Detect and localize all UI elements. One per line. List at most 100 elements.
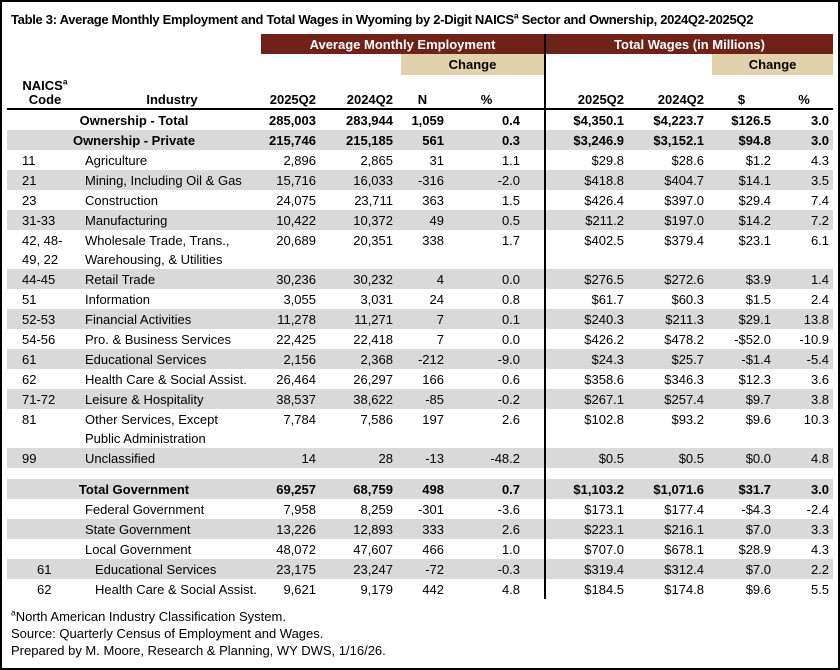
cell-wage-change-pct: 13.8 xyxy=(803,312,830,327)
column-header-emp-2025q2: 2025Q2 xyxy=(261,75,326,110)
cell-emp-2024q2: 28 xyxy=(378,451,393,466)
cell-emp-2025q2: 7,958 xyxy=(283,502,316,517)
table-row: 99 Unclassified 14 28 -13 -48.2 $0.5 $0.5 $0.0 4.… xyxy=(7,448,834,468)
cell-emp-2024q2: 23,711 xyxy=(354,193,393,208)
cell-emp-change-pct: -3.6 xyxy=(497,502,521,517)
cell-wage-2025q2: $29.8 xyxy=(544,150,633,170)
cell-industry: Other Services, Except Public Administra… xyxy=(85,412,218,446)
cell-naics-code: 51 xyxy=(22,292,37,307)
cell-emp-change-pct: 1.0 xyxy=(501,542,521,557)
cell-emp-2025q2: 10,422 xyxy=(276,213,316,228)
cell-wage-change-pct: 4.8 xyxy=(810,451,830,466)
cell-wage-change-dollar: $28.9 xyxy=(738,542,772,557)
table-row: 62 Health Care & Social Assist. 26,464 26,2… xyxy=(7,369,833,389)
cell-wage-change-pct: -5.4 xyxy=(806,352,830,367)
cell-wage-change-pct: 2.2 xyxy=(810,562,830,577)
column-header-emp-change-pct: % xyxy=(453,75,546,110)
cell-wage-change-dollar: $7.0 xyxy=(745,522,772,537)
cell-naics-code: 42, 48- 49, 22 xyxy=(22,233,63,267)
cell-emp-change-n: 333 xyxy=(422,522,444,537)
cell-emp-2024q2: 68,759 xyxy=(353,482,393,497)
cell-naics-code xyxy=(7,499,83,519)
cell-emp-2024q2: 2,368 xyxy=(360,352,393,367)
cell-wage-change-pct: -2.4 xyxy=(806,502,830,517)
cell-naics-code: 54-56 xyxy=(22,332,56,347)
cell-naics-code: 21 xyxy=(22,173,37,188)
change-blank-1 xyxy=(7,54,261,75)
cell-wage-change-pct: 10.3 xyxy=(803,412,830,427)
cell-emp-change-n: 24 xyxy=(429,292,444,307)
footnote-superscript: a xyxy=(11,607,16,618)
cell-wage-2024q2: $25.7 xyxy=(671,352,705,367)
cell-emp-2025q2: 2,896 xyxy=(283,153,316,168)
cell-naics-code xyxy=(7,468,83,479)
cell-emp-change-n: 7 xyxy=(436,312,444,327)
cell-wage-2024q2: $211.3 xyxy=(665,312,705,327)
cell-emp-2025q2: 13,226 xyxy=(276,522,316,537)
table-row: 81 Other Services, Except Public Administ… xyxy=(7,409,833,448)
cell-emp-change-n: 166 xyxy=(422,372,444,387)
cell-wage-2024q2: $216.1 xyxy=(664,522,705,537)
cell-wage-2024q2: $478.2 xyxy=(664,332,705,347)
column-header-industry: Industry xyxy=(83,75,261,110)
cell-wage-change-dollar: $1.2 xyxy=(745,153,772,168)
cell-industry: Wholesale Trade, Trans., Warehousing, & … xyxy=(85,233,230,267)
cell-wage-2025q2: $276.5 xyxy=(544,269,633,289)
cell-wage-2025q2: $426.4 xyxy=(544,190,633,210)
cell-emp-change-pct: 1.7 xyxy=(501,233,521,248)
column-header-wage-change-pct: % xyxy=(779,75,834,110)
cell-naics-code: 11 xyxy=(22,153,36,168)
cell-emp-change-n: 1,059 xyxy=(411,113,444,128)
cell-wage-change-dollar: $31.7 xyxy=(738,482,772,497)
cell-emp-2024q2: 26,297 xyxy=(353,372,393,387)
cell-emp-2025q2: 48,072 xyxy=(276,542,316,557)
cell-wage-change-pct: 4.3 xyxy=(810,542,830,557)
cell-wage-change-dollar: $1.5 xyxy=(745,292,772,307)
cell-emp-change-n: 466 xyxy=(422,542,444,557)
cell-emp-2025q2: 11,278 xyxy=(277,312,316,327)
footnote-naics-text: North American Industry Classification S… xyxy=(15,609,286,624)
cell-naics-code: 61 xyxy=(37,562,52,577)
cell-wage-2024q2: $174.8 xyxy=(664,582,705,597)
cell-industry: Agriculture xyxy=(85,153,148,168)
table-row: 54-56 Pro. & Business Services 22,425 22,41… xyxy=(7,329,833,349)
cell-emp-2025q2: 285,003 xyxy=(269,113,316,128)
cell-industry: Health Care & Social Assist. xyxy=(95,582,257,597)
cell-wage-change-pct: 3.5 xyxy=(810,173,830,188)
cell-emp-change-n: 197 xyxy=(422,412,444,427)
cell-emp-change-pct: 1.1 xyxy=(501,153,521,168)
cell-emp-2025q2: 15,716 xyxy=(276,173,316,188)
cell-industry: Health Care & Social Assist. xyxy=(85,372,247,387)
cell-emp-change-pct: 1.5 xyxy=(501,193,521,208)
cell-emp-2024q2: 38,622 xyxy=(353,392,393,407)
cell-industry: Retail Trade xyxy=(85,272,156,287)
cell-emp-2024q2 xyxy=(326,468,401,479)
cell-wage-change-pct: 7.4 xyxy=(810,193,830,208)
cell-wage-2025q2: $1,103.2 xyxy=(544,479,633,499)
table-row: Federal Government 7,958 8,259 -301 -3.6 $173… xyxy=(7,499,833,519)
cell-wage-2025q2: $426.2 xyxy=(544,329,633,349)
cell-wage-2025q2: $418.8 xyxy=(544,170,633,190)
cell-emp-change-n: 442 xyxy=(422,582,444,597)
cell-emp-2025q2: 24,075 xyxy=(276,193,316,208)
table-row: 11 Agriculture 2,896 2,865 31 1.1 $29.8 $28.6 $1… xyxy=(7,150,833,170)
table-row: 44-45 Retail Trade 30,236 30,232 4 0.0 $276.5 $… xyxy=(7,269,834,289)
cell-emp-change-pct xyxy=(453,468,545,479)
cell-emp-2025q2: 215,746 xyxy=(269,133,316,148)
cell-emp-2025q2: 9,621 xyxy=(283,582,316,597)
cell-wage-change-dollar: $126.5 xyxy=(731,113,772,128)
cell-emp-change-n: 31 xyxy=(429,153,444,168)
cell-wage-change-dollar: $9.6 xyxy=(745,412,772,427)
cell-industry: Ownership - Total xyxy=(79,113,189,128)
cell-wage-change-pct: 5.5 xyxy=(810,582,830,597)
cell-emp-2024q2: 8,259 xyxy=(360,502,393,517)
cell-emp-change-pct: 2.6 xyxy=(501,412,521,427)
cell-industry: Construction xyxy=(85,193,158,208)
cell-emp-2024q2: 2,865 xyxy=(360,153,393,168)
cell-wage-2024q2: $397.0 xyxy=(664,193,705,208)
cell-emp-change-n: 7 xyxy=(436,332,444,347)
cell-wage-2024q2: $0.5 xyxy=(678,451,705,466)
cell-wage-2024q2: $312.4 xyxy=(664,562,705,577)
cell-wage-2025q2: $4,350.1 xyxy=(544,109,633,130)
cell-emp-change-n: -212 xyxy=(417,352,444,367)
